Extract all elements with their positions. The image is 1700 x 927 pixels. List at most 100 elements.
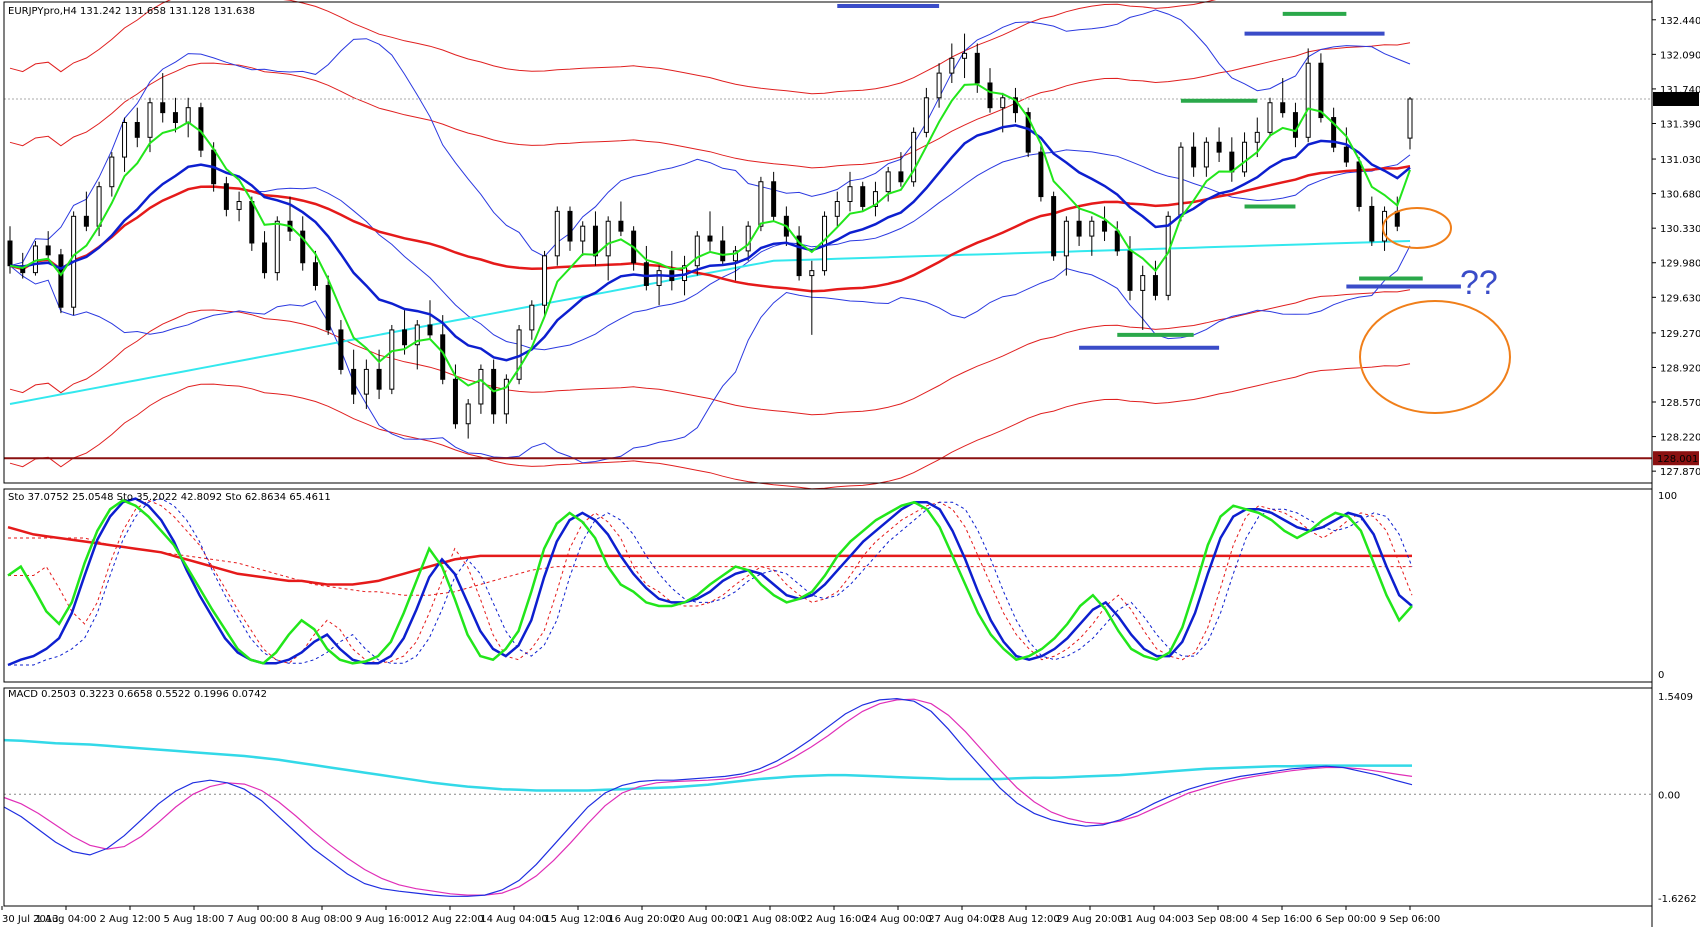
candle	[1280, 78, 1286, 118]
candle	[465, 399, 471, 439]
time-axis-label: 14 Aug 04:00	[480, 914, 547, 925]
candle	[745, 221, 751, 261]
current-price-tag	[1653, 91, 1699, 106]
bear-candle-body	[249, 201, 255, 244]
time-axis-label: 3 Sep 08:00	[1188, 914, 1248, 925]
time-axis-label: 9 Sep 06:00	[1380, 914, 1440, 925]
bull-candle-body	[542, 255, 548, 306]
bull-candle-body	[809, 270, 815, 277]
macd-tick-label: -1.6262	[1658, 894, 1697, 905]
time-axis-label: 2 Aug 12:00	[99, 914, 160, 925]
candle	[720, 226, 726, 266]
stoch-red-signal-line	[8, 537, 1412, 596]
bear-candle-body	[452, 378, 458, 425]
bear-candle-body	[1331, 117, 1337, 148]
bull-candle-body	[274, 220, 280, 274]
stochastic-panel: 100 0	[7, 491, 1677, 681]
candle	[618, 201, 624, 237]
stoch-blue-line	[7, 497, 1413, 667]
bear-candle-body	[898, 171, 904, 183]
macd-tick-label: 0.00	[1658, 790, 1680, 801]
main-info-label: EURJPYpro,H4 131.242 131.658 131.128 131…	[8, 6, 255, 17]
candle	[1305, 48, 1311, 143]
bull-candle-body	[758, 181, 764, 227]
candle	[1114, 221, 1120, 256]
bull-candle-body	[1000, 97, 1006, 109]
candle	[1051, 191, 1057, 261]
candle	[1356, 157, 1362, 212]
bear-candle-body	[58, 254, 64, 308]
bear-candle-body	[160, 102, 166, 114]
time-axis-label: 31 Aug 04:00	[1120, 914, 1187, 925]
bull-candle-body	[529, 304, 535, 331]
ema-green-line	[9, 83, 1411, 393]
bear-candle-body	[134, 121, 140, 138]
candle	[580, 221, 586, 256]
price-tick-label: 128.920	[1660, 363, 1700, 374]
candle	[962, 33, 968, 79]
candle	[223, 176, 229, 217]
macd-main-line	[3, 697, 1413, 897]
time-axis-label: 27 Aug 04:00	[928, 914, 995, 925]
candle	[1152, 260, 1158, 301]
bull-candle-body	[745, 225, 751, 252]
bear-candle-body	[1216, 141, 1222, 153]
bear-candle-body	[45, 245, 51, 256]
candle	[669, 250, 675, 291]
candle	[529, 300, 535, 340]
bull-candle-body	[478, 368, 484, 405]
ema-blue-line	[9, 124, 1411, 362]
candle	[185, 97, 191, 138]
bear-candle-body	[1280, 102, 1286, 114]
time-axis-label: 29 Aug 20:00	[1056, 914, 1123, 925]
candle	[427, 300, 433, 340]
candle	[936, 63, 942, 108]
bear-candle-body	[427, 324, 433, 336]
candle	[236, 191, 242, 222]
sto-frame	[3, 488, 1653, 683]
candle	[414, 320, 420, 370]
price-tick-label: 132.090	[1660, 50, 1700, 61]
bollinger-lower-line	[9, 245, 1411, 464]
price-tick-label: 129.980	[1660, 259, 1700, 270]
price-tick-label: 127.870	[1660, 467, 1700, 478]
price-tick-label: 128.570	[1660, 398, 1700, 409]
candle	[796, 226, 802, 281]
time-axis-label: 8 Aug 08:00	[291, 914, 352, 925]
price-tick-label: 131.740	[1660, 85, 1700, 96]
bear-candle-body	[567, 210, 573, 242]
candle	[898, 152, 904, 187]
macd-info-label: MACD 0.2503 0.3223 0.6658 0.5522 0.1996 …	[8, 689, 267, 700]
bear-candle-body	[771, 181, 777, 217]
envelope-upper-outer-line	[9, 0, 1217, 95]
candle	[300, 216, 306, 271]
candle	[1089, 216, 1095, 256]
bull-candle-body	[1178, 146, 1184, 217]
time-axis-label: 12 Aug 22:00	[416, 914, 483, 925]
bull-candle-body	[122, 121, 128, 158]
bear-candle-body	[1369, 205, 1375, 242]
bollinger-upper-line	[9, 9, 1411, 267]
bull-candle-body	[732, 250, 738, 262]
bear-candle-body	[974, 52, 980, 84]
candle	[542, 250, 548, 316]
stoch-tick-label: 100	[1658, 491, 1677, 502]
price-tick-label: 131.390	[1660, 119, 1700, 130]
candle	[949, 43, 955, 83]
candle	[1076, 206, 1082, 246]
candle	[32, 241, 38, 276]
time-axis-label: 28 Aug 12:00	[992, 914, 1059, 925]
bull-candle-body	[414, 324, 420, 346]
candle	[1331, 107, 1337, 153]
stoch-green-signal-line	[8, 499, 1413, 664]
bear-candle-body	[1051, 196, 1057, 257]
candle	[860, 181, 866, 212]
candle	[885, 166, 891, 202]
bear-candle-body	[338, 329, 344, 370]
bull-candle-body	[147, 102, 153, 138]
candle	[478, 364, 484, 414]
bear-candle-body	[1127, 250, 1133, 291]
candle	[1012, 87, 1018, 123]
candle	[122, 117, 128, 172]
